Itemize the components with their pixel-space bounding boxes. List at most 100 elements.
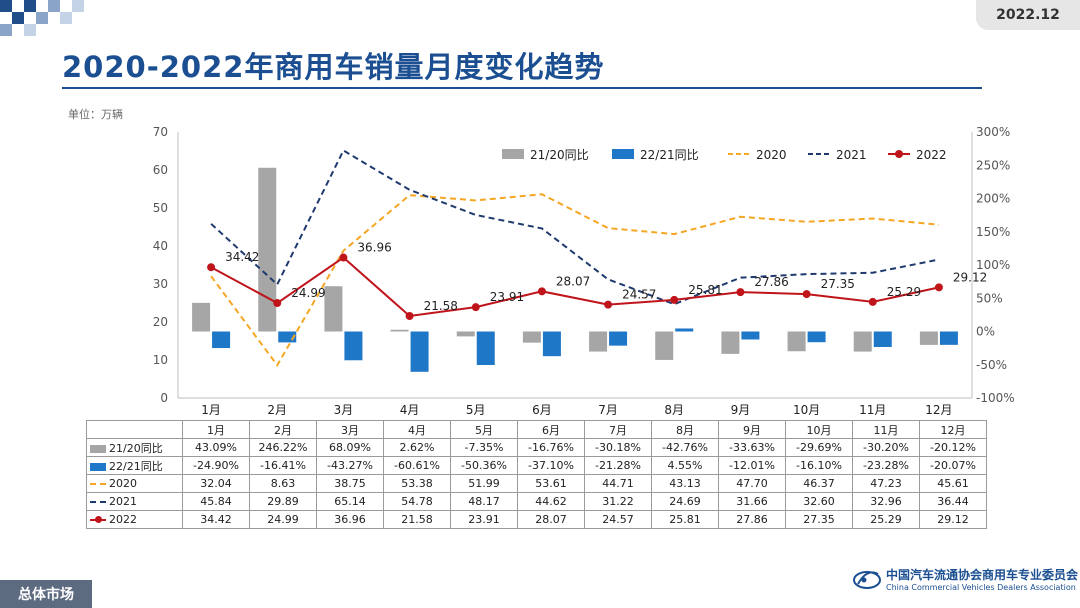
table-cell: -60.61%: [383, 456, 451, 475]
table-cell: 43.13: [651, 474, 719, 493]
data-label-2022: 34.42: [225, 250, 259, 264]
bar-2120: [919, 331, 938, 345]
table-cell: -16.76%: [517, 438, 585, 457]
table-header-cell: 3月: [316, 420, 384, 439]
point-2022: [868, 297, 877, 306]
table-cell: 46.37: [785, 474, 853, 493]
table-cell: 45.61: [919, 474, 987, 493]
bar-2120: [853, 331, 872, 352]
data-label-2022: 24.99: [291, 286, 325, 300]
table-cell: 47.70: [718, 474, 786, 493]
table-cell: 45.84: [182, 492, 250, 511]
right-tick-label: 300%: [976, 125, 1010, 139]
table-cell: 25.29: [852, 510, 920, 529]
table-header-cell: 4月: [383, 420, 451, 439]
bar-2221: [741, 331, 760, 340]
bar-2120: [522, 331, 541, 343]
table-header-cell: 10月: [785, 420, 853, 439]
table-cell: 51.99: [450, 474, 518, 493]
legend-swatch: [90, 483, 106, 485]
table-row-label-text: 22/21同比: [109, 459, 163, 473]
left-tick-label: 20: [153, 315, 168, 329]
bar-2221: [410, 331, 429, 372]
x-tick-label: 2月: [267, 403, 287, 417]
corner-checker-decoration: [0, 0, 84, 36]
table-row-label-text: 2022: [109, 513, 137, 526]
table-cell: -12.01%: [718, 456, 786, 475]
line-2020: [210, 193, 940, 368]
table-cell: -33.63%: [718, 438, 786, 457]
table-cell: -7.35%: [450, 438, 518, 457]
table-cell: 32.60: [785, 492, 853, 511]
table-cell: -21.28%: [584, 456, 652, 475]
x-tick-label: 7月: [598, 403, 618, 417]
table-cell: 44.62: [517, 492, 585, 511]
table-cell: -16.41%: [249, 456, 317, 475]
table-cell: -37.10%: [517, 456, 585, 475]
x-tick-label: 3月: [334, 403, 354, 417]
legend-label: 2021: [836, 148, 867, 162]
table-cell: 31.66: [718, 492, 786, 511]
x-tick-label: 5月: [466, 403, 486, 417]
point-2022: [207, 263, 216, 272]
table-cell: 246.22%: [249, 438, 317, 457]
table-cell: 47.23: [852, 474, 920, 493]
right-tick-label: 0%: [976, 325, 995, 339]
point-2022: [339, 253, 348, 262]
table-cell: -20.12%: [919, 438, 987, 457]
x-tick-label: 6月: [532, 403, 552, 417]
bar-2221: [542, 331, 561, 357]
table-row: 21/20同比 43.09% 246.22% 68.09% 2.62% -7.35% -16…: [86, 438, 987, 457]
bar-2120: [192, 302, 211, 332]
table-cell: 27.86: [718, 510, 786, 529]
table-cell: 31.22: [584, 492, 652, 511]
combo-chart: 0 10 20 30 40 50 60 70 -100% -50% 0% 50% 100% 150% 200…: [153, 125, 1015, 417]
data-label-2022: 21.58: [424, 299, 458, 313]
bar-2120: [258, 167, 277, 332]
left-tick-label: 0: [160, 391, 168, 405]
table-cell: 8.63: [249, 474, 317, 493]
point-2022: [537, 287, 546, 296]
point-2022: [670, 295, 679, 304]
bar-2221: [278, 331, 297, 343]
right-tick-label: 200%: [976, 192, 1010, 206]
table-row: 2022 34.42 24.99 36.96 21.58 23.91 28.07 24.57 2…: [86, 510, 987, 529]
table-row: 2020 32.04 8.63 38.75 53.38 51.99 53.61 44.71 43…: [86, 474, 987, 493]
table-cell: 36.96: [316, 510, 384, 529]
right-tick-label: 250%: [976, 158, 1010, 172]
table-header-cell: 2月: [249, 420, 317, 439]
table-cell: 68.09%: [316, 438, 384, 457]
table-cell: 25.81: [651, 510, 719, 529]
table-cell: 32.96: [852, 492, 920, 511]
table-header-cell: 9月: [718, 420, 786, 439]
table-cell: -24.90%: [182, 456, 250, 475]
bar-2221: [476, 331, 495, 365]
table-header-cell: 5月: [450, 420, 518, 439]
left-tick-label: 30: [153, 277, 168, 291]
x-tick-label: 11月: [859, 403, 886, 417]
table-cell: -29.69%: [785, 438, 853, 457]
bar-2221: [873, 331, 892, 347]
point-2022: [604, 300, 613, 309]
report-date-tab: 2022.12: [976, 0, 1080, 30]
left-tick-label: 10: [153, 353, 168, 367]
unit-label: 单位：万辆: [68, 108, 123, 121]
x-tick-label: 12月: [925, 403, 952, 417]
bar-2221: [344, 331, 363, 361]
table-header-cell: 11月: [852, 420, 920, 439]
page-title: 2020-2022年商用车销量月度变化趋势: [62, 50, 605, 84]
table-row: 22/21同比 -24.90% -16.41% -43.27% -60.61% -50.3…: [86, 456, 987, 475]
legend-swatch: [612, 149, 634, 159]
table-row-label: 2022: [86, 510, 183, 529]
table-header-cell: 12月: [919, 420, 987, 439]
table-row-label: 2020: [86, 474, 183, 493]
data-label-2022: 27.86: [754, 275, 788, 289]
table-cell: -50.36%: [450, 456, 518, 475]
bar-2120: [655, 331, 674, 360]
data-label-2022: 24.57: [622, 288, 656, 302]
table-cell: 27.35: [785, 510, 853, 529]
point-2022: [273, 299, 282, 308]
table-cell: 36.44: [919, 492, 987, 511]
table-row-label-text: 2021: [109, 495, 137, 508]
bar-2120: [787, 331, 806, 352]
